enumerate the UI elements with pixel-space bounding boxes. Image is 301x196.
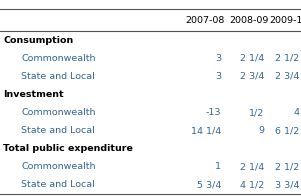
- Text: 3: 3: [215, 54, 221, 63]
- Text: Total public expenditure: Total public expenditure: [3, 144, 133, 153]
- Text: 3 3/4: 3 3/4: [275, 180, 299, 189]
- Text: Commonwealth: Commonwealth: [21, 108, 96, 117]
- Text: 2 3/4: 2 3/4: [240, 72, 264, 81]
- Text: State and Local: State and Local: [21, 180, 95, 189]
- Text: Commonwealth: Commonwealth: [21, 54, 96, 63]
- Text: 9: 9: [258, 126, 264, 135]
- Text: Consumption: Consumption: [3, 36, 73, 45]
- Text: State and Local: State and Local: [21, 126, 95, 135]
- Text: 2 1/2: 2 1/2: [275, 162, 299, 171]
- Text: 2 1/4: 2 1/4: [240, 162, 264, 171]
- Text: 5 3/4: 5 3/4: [197, 180, 221, 189]
- Text: 2 1/4: 2 1/4: [240, 54, 264, 63]
- Text: 1: 1: [215, 162, 221, 171]
- Text: 2 1/2: 2 1/2: [275, 54, 299, 63]
- Text: 3: 3: [215, 72, 221, 81]
- Text: 6 1/2: 6 1/2: [275, 126, 299, 135]
- Text: 2008-09: 2008-09: [229, 16, 268, 24]
- Text: 14 1/4: 14 1/4: [191, 126, 221, 135]
- Text: Commonwealth: Commonwealth: [21, 162, 96, 171]
- Text: -13: -13: [206, 108, 221, 117]
- Text: 1/2: 1/2: [249, 108, 264, 117]
- Text: 2009-10: 2009-10: [269, 16, 301, 24]
- Text: 4: 4: [293, 108, 299, 117]
- Text: 4 1/2: 4 1/2: [240, 180, 264, 189]
- Text: State and Local: State and Local: [21, 72, 95, 81]
- Text: 2007-08: 2007-08: [185, 16, 224, 24]
- Text: 2 3/4: 2 3/4: [275, 72, 299, 81]
- Text: Investment: Investment: [3, 90, 64, 99]
